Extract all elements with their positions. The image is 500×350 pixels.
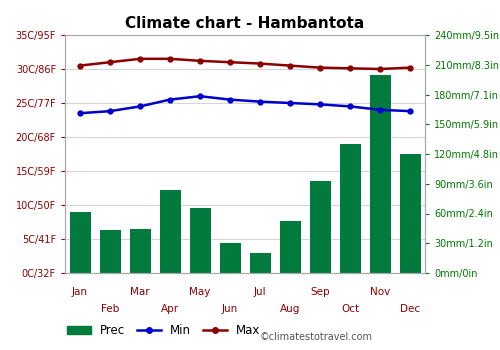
Bar	[310, 181, 330, 273]
Text: Aug: Aug	[280, 303, 300, 314]
Text: Apr: Apr	[161, 303, 179, 314]
Bar	[280, 222, 300, 273]
Bar	[220, 243, 240, 273]
Bar	[130, 229, 150, 273]
Title: Climate chart - Hambantota: Climate chart - Hambantota	[126, 16, 364, 31]
Legend: Prec, Min, Max: Prec, Min, Max	[68, 324, 260, 337]
Text: Nov: Nov	[370, 287, 390, 297]
Bar	[160, 190, 180, 273]
Text: ©climatestotravel.com: ©climatestotravel.com	[260, 331, 373, 342]
Text: Jan: Jan	[72, 287, 88, 297]
Bar	[100, 230, 120, 273]
Text: Jul: Jul	[254, 287, 266, 297]
Text: May: May	[190, 287, 210, 297]
Bar	[70, 211, 90, 273]
Bar	[370, 75, 390, 273]
Bar	[250, 253, 270, 273]
Text: Jun: Jun	[222, 303, 238, 314]
Text: Sep: Sep	[310, 287, 330, 297]
Text: Mar: Mar	[130, 287, 150, 297]
Bar	[190, 208, 210, 273]
Text: Feb: Feb	[101, 303, 119, 314]
Bar	[340, 144, 360, 273]
Bar	[400, 154, 420, 273]
Text: Dec: Dec	[400, 303, 420, 314]
Text: Oct: Oct	[341, 303, 359, 314]
